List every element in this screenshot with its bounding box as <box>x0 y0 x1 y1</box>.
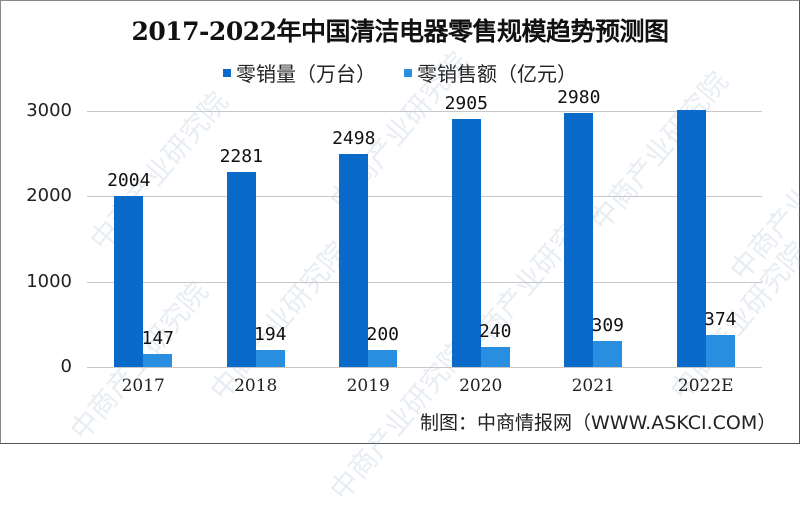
data-label: 194 <box>253 324 287 346</box>
data-label: 309 <box>591 314 624 336</box>
x-axis-tick-label: 2020 <box>459 376 503 396</box>
legend-swatch-sales-revenue <box>404 68 412 77</box>
gridline <box>87 196 762 198</box>
legend-item-sales-volume: 零销量（万台） <box>223 58 376 87</box>
bar-sales-revenue <box>593 340 623 367</box>
bar-sales-volume <box>226 172 256 367</box>
y-axis-tick-label: 3000 <box>26 100 72 121</box>
x-axis-tick-label: 2018 <box>234 376 278 396</box>
bar-sales-revenue <box>255 350 285 367</box>
bar-sales-revenue <box>480 346 510 367</box>
x-axis-tick-label: 2022E <box>677 376 734 396</box>
legend-label-sales-revenue: 零销售额（亿元） <box>417 62 577 86</box>
gridline <box>87 367 762 368</box>
x-axis-tick-label: 2017 <box>121 376 165 396</box>
legend: 零销量（万台） 零销售额（亿元） <box>0 58 800 87</box>
bar-sales-volume <box>114 195 144 367</box>
y-axis-tick-label: 1000 <box>26 270 72 292</box>
data-label: 2905 <box>444 93 488 115</box>
bar-sales-volume <box>451 119 481 367</box>
y-axis-tick-label: 0 <box>60 356 72 377</box>
data-label: 240 <box>478 320 512 342</box>
bar-sales-volume <box>676 110 706 367</box>
y-axis-tick-label: 2000 <box>26 185 72 207</box>
legend-label-sales-volume: 零销量（万台） <box>236 62 376 86</box>
bar-sales-revenue <box>143 354 173 367</box>
legend-item-sales-revenue: 零销售额（亿元） <box>404 58 577 87</box>
chart-title: 2017-2022年中国清洁电器零售规模趋势预测图 <box>131 17 669 46</box>
bar-sales-volume <box>339 153 369 367</box>
bar-sales-revenue <box>705 335 735 367</box>
gridline <box>87 111 762 112</box>
data-label: 200 <box>366 323 399 345</box>
gridline <box>87 281 762 283</box>
x-axis-tick-label: 2019 <box>346 376 390 396</box>
data-label: 2498 <box>332 127 376 149</box>
data-label: 2980 <box>557 86 601 108</box>
data-label: 374 <box>703 309 737 331</box>
source-credit: 制图：中商情报网（WWW.ASKCI.COM） <box>420 412 777 434</box>
legend-swatch-sales-volume <box>223 68 231 77</box>
data-label: 2281 <box>219 146 263 168</box>
data-label: 147 <box>141 328 174 350</box>
data-label: 2004 <box>107 169 151 191</box>
x-axis-tick-label: 2021 <box>571 376 615 396</box>
bar-sales-volume <box>564 112 594 367</box>
bar-sales-revenue <box>368 349 398 367</box>
